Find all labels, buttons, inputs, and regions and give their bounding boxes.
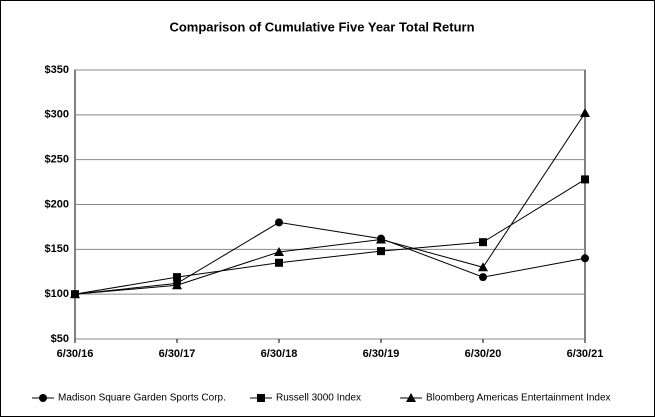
marker: [377, 247, 385, 256]
marker: [581, 254, 589, 263]
marker: [479, 273, 487, 282]
marker: [172, 280, 182, 290]
marker: [173, 273, 181, 282]
y-tick-label: $150: [45, 243, 69, 255]
marker: [70, 289, 80, 299]
y-tick-label: $250: [45, 154, 69, 166]
y-tick-label: $50: [51, 333, 69, 345]
x-tick-label: 6/30/20: [465, 348, 502, 360]
marker: [275, 218, 283, 227]
marker: [376, 234, 386, 244]
legend-marker: [257, 394, 265, 402]
chart-title: Comparison of Cumulative Five Year Total…: [169, 19, 474, 34]
series-line: [74, 112, 586, 295]
marker: [478, 262, 488, 272]
series-line: [74, 221, 586, 295]
legend-label: Madison Square Garden Sports Corp.: [58, 393, 226, 404]
legend-label: Bloomberg Americas Entertainment Index: [426, 393, 611, 404]
y-tick-label: $200: [45, 198, 69, 210]
marker: [581, 175, 589, 184]
x-tick-label: 6/30/17: [159, 348, 196, 360]
legend-marker: [406, 393, 416, 402]
y-tick-label: $300: [45, 109, 69, 121]
x-tick-label: 6/30/19: [363, 348, 400, 360]
legend-label: Russell 3000 Index: [276, 393, 361, 404]
marker: [580, 108, 590, 118]
x-tick-label: 6/30/16: [57, 348, 94, 360]
y-tick-label: $100: [45, 288, 69, 300]
x-tick-label: 6/30/21: [567, 348, 604, 360]
marker: [479, 238, 487, 247]
y-tick-label: $350: [45, 64, 69, 76]
marker: [274, 247, 284, 257]
series-line: [74, 178, 586, 295]
marker: [275, 258, 283, 267]
legend-marker: [39, 394, 47, 402]
x-tick-label: 6/30/18: [261, 348, 298, 360]
